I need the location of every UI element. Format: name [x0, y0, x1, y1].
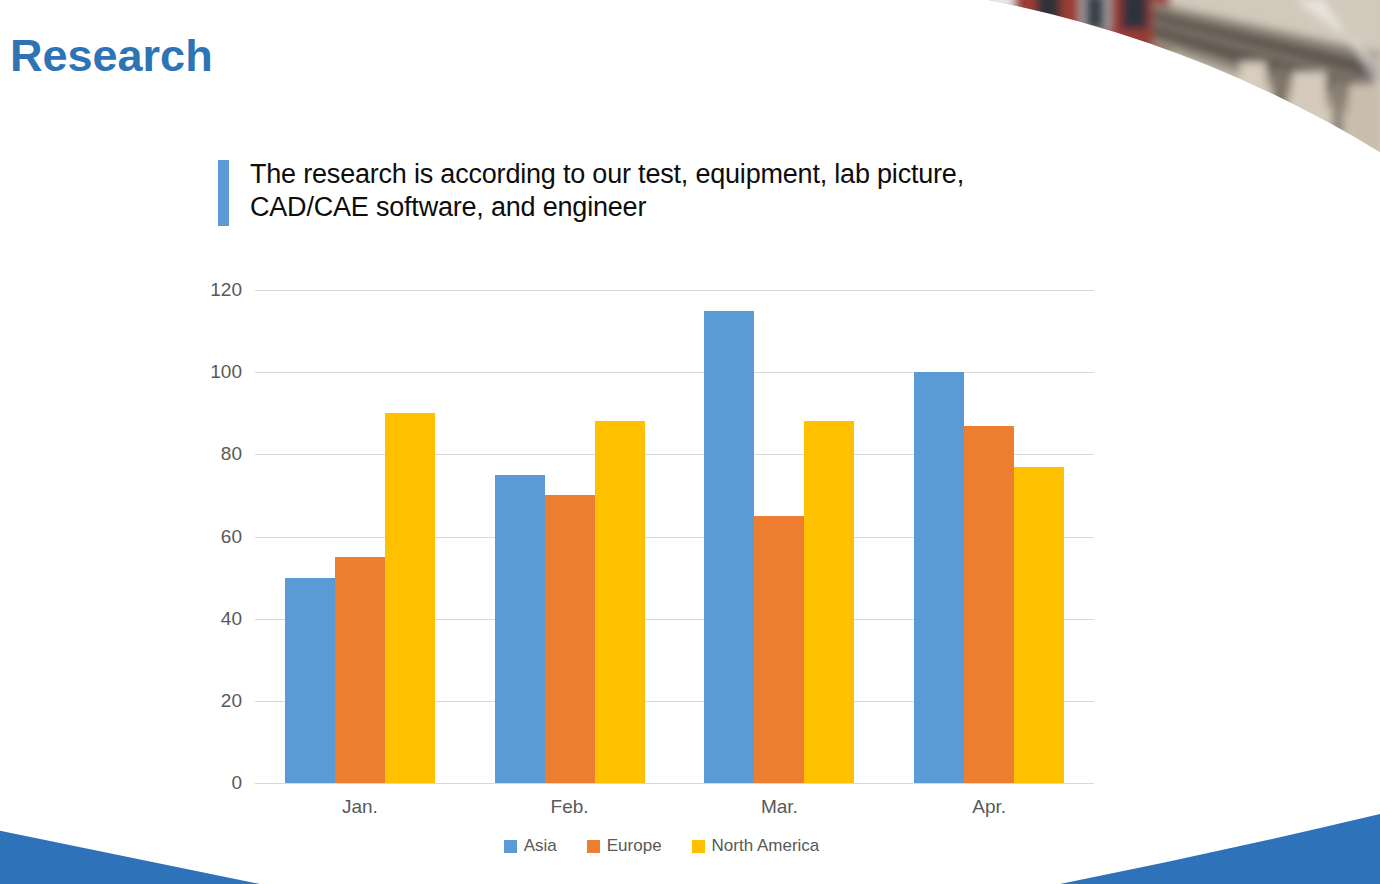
chart-legend: Asia Europe North America — [242, 836, 1081, 856]
bar-asia-Apr — [914, 372, 964, 783]
y-axis-label: 100 — [182, 361, 242, 383]
y-axis-label: 40 — [182, 608, 242, 630]
bar-north-america-Jan — [385, 413, 435, 783]
bar-europe-Mar — [754, 516, 804, 783]
gridline-100 — [255, 372, 1094, 373]
bar-north-america-Feb — [595, 421, 645, 783]
legend-item-europe: Europe — [587, 836, 662, 856]
legend-swatch-icon — [504, 840, 517, 853]
bar-asia-Mar — [704, 311, 754, 783]
x-axis-label: Apr. — [929, 796, 1049, 818]
bar-asia-Feb — [495, 475, 545, 783]
legend-item-north-america: North America — [692, 836, 820, 856]
gridline-0 — [255, 783, 1094, 784]
y-axis-label: 20 — [182, 690, 242, 712]
legend-label: North America — [712, 836, 820, 856]
slide: Research The research is according to ou… — [0, 0, 1380, 884]
x-axis-label: Feb. — [510, 796, 630, 818]
y-axis-label: 60 — [182, 526, 242, 548]
bar-asia-Jan — [285, 578, 335, 783]
bar-europe-Jan — [335, 557, 385, 783]
legend-item-asia: Asia — [504, 836, 557, 856]
y-axis-label: 120 — [182, 279, 242, 301]
bar-europe-Apr — [964, 426, 1014, 783]
x-axis-label: Mar. — [719, 796, 839, 818]
x-axis-label: Jan. — [300, 796, 420, 818]
bar-north-america-Mar — [804, 421, 854, 783]
legend-swatch-icon — [692, 840, 705, 853]
legend-swatch-icon — [587, 840, 600, 853]
legend-label: Europe — [607, 836, 662, 856]
y-axis-label: 0 — [182, 772, 242, 794]
y-axis-label: 80 — [182, 443, 242, 465]
bar-north-america-Apr — [1014, 467, 1064, 783]
legend-label: Asia — [524, 836, 557, 856]
gridline-120 — [255, 290, 1094, 291]
bar-europe-Feb — [545, 495, 595, 783]
bar-chart: 120 100 80 60 40 20 0 Jan. Feb. Mar. Apr. Asia Europ… — [0, 0, 1380, 884]
